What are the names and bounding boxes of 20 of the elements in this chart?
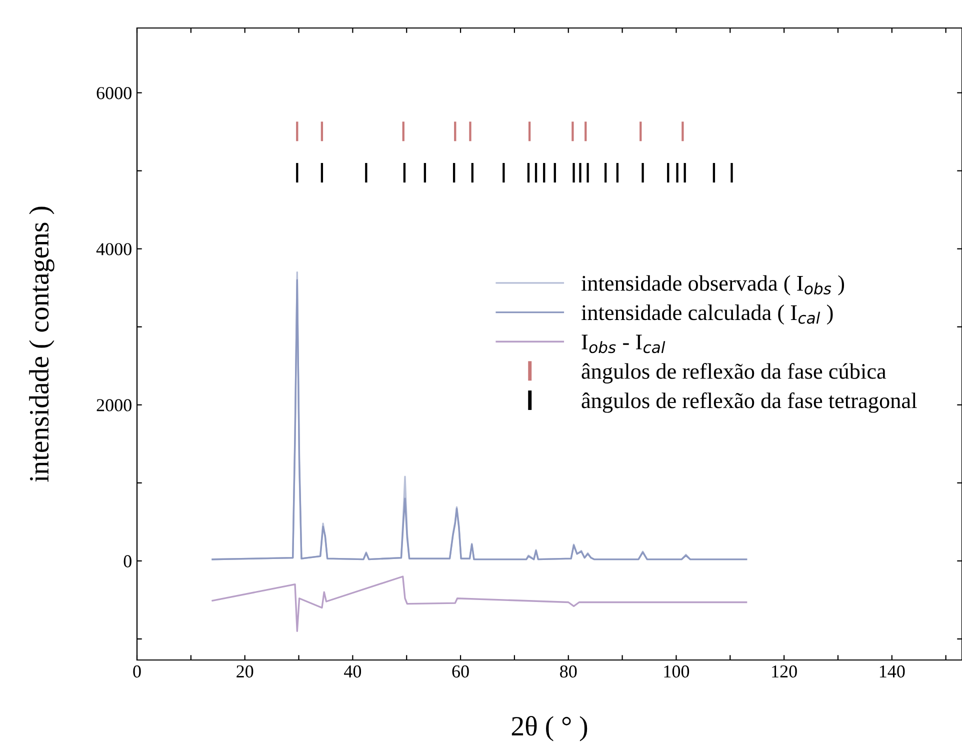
x-tick-label: 20: [236, 665, 254, 678]
line-series: [212, 576, 748, 632]
x-axis-title: 2θ ( ° ): [512, 716, 588, 742]
y-tick-label: 2000: [96, 399, 132, 412]
x-tick-label: 40: [344, 665, 362, 678]
x-tick-label: 120: [772, 665, 797, 678]
x-tick-label: 140: [880, 665, 905, 678]
y-axis-title: intensidade ( contagens ): [29, 206, 54, 482]
legend-label: I$_{obs}$ - I$_{cal}$: [582, 334, 666, 354]
x-tick-label: 0: [133, 665, 141, 678]
y-tick-label: 4000: [96, 243, 132, 256]
y-tick-label: 0: [124, 555, 132, 568]
legend-label: intensidade calculada ( I$_{cal}$ ): [581, 304, 833, 325]
x-tick-label: 100: [664, 665, 690, 678]
legend-label: ângulos de reflexão da fase tetragonal: [582, 392, 917, 413]
legend-label: ângulos de reflexão da fase cúbica: [582, 363, 886, 384]
y-tick-label: 6000: [96, 87, 132, 100]
legend-label: intensidade observada ( I$_{obs}$ ): [581, 275, 844, 296]
x-tick-label: 60: [452, 665, 469, 678]
x-tick-label: 80: [560, 665, 577, 678]
